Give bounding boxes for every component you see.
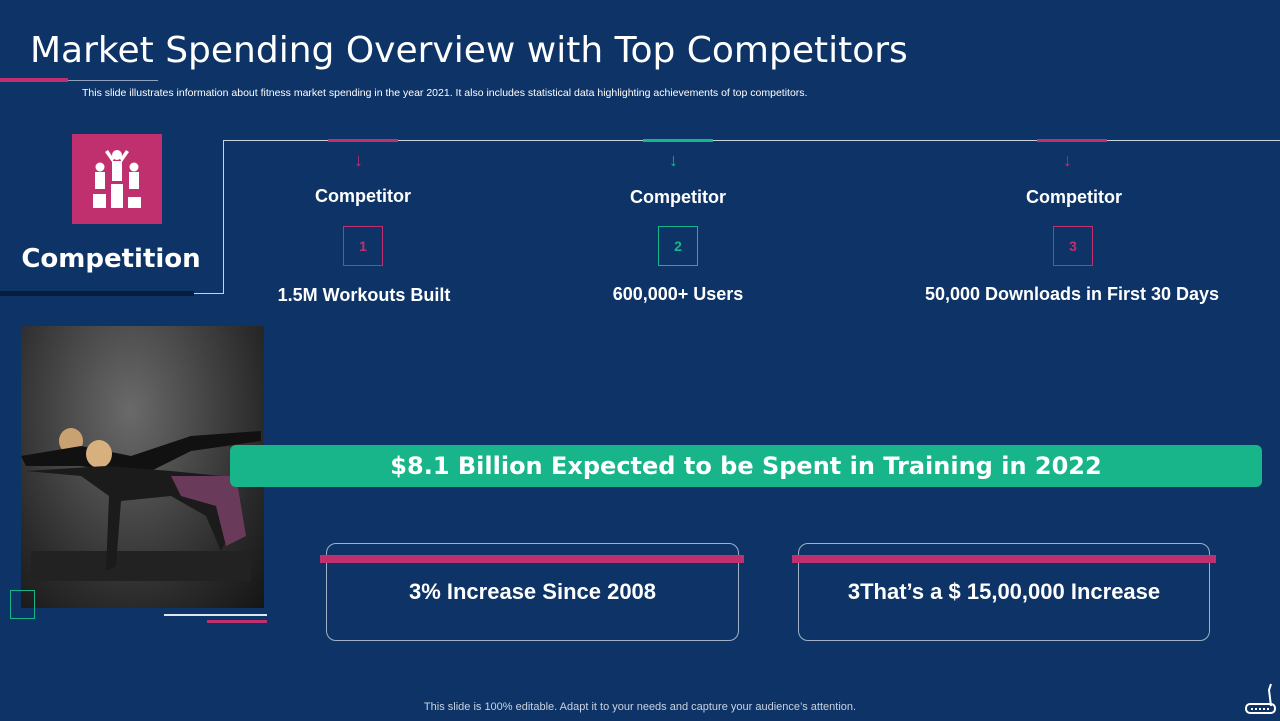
treadmill-icon [1243,680,1277,721]
footer-note: This slide is 100% editable. Adapt it to… [423,701,857,713]
page-title: Market Spending Overview with Top Compet… [30,30,908,71]
title-underline [68,80,158,81]
connector-line [223,140,224,294]
competitor-1-number: 1 [343,226,383,266]
competitor-3-accent [1037,139,1107,142]
section-underline [0,291,194,296]
arrow-down-icon: ↓ [1063,150,1072,170]
box-2-accent [792,555,1216,563]
competitor-1-accent [328,139,398,142]
box-1-accent [320,555,744,563]
competitor-3-stat: 50,000 Downloads in First 30 Days [924,284,1220,304]
subtitle: This slide illustrates information about… [82,87,808,99]
fitness-photo [21,326,264,608]
increase-box-2: 3That’s a $ 15,00,000 Increase [798,543,1210,641]
arrow-down-icon: ↓ [354,150,363,170]
connector-line [223,140,1280,141]
competitor-2-stat: 600,000+ Users [612,284,744,304]
competitor-2-label: Competitor [630,187,726,207]
competitor-3-number: 3 [1053,226,1093,266]
competitor-1-label: Competitor [315,186,411,206]
competitor-2-number: 2 [658,226,698,266]
competitor-1-stat: 1.5M Workouts Built [277,285,451,305]
title-underline-accent [0,78,68,82]
podium-icon [72,134,162,224]
connector-line [194,293,224,294]
spending-banner: $8.1 Billion Expected to be Spent in Tra… [230,445,1262,487]
competitor-2-accent [643,139,713,142]
decorative-line [207,620,267,623]
decorative-line [164,614,267,616]
competitor-3-label: Competitor [1026,187,1122,207]
section-label: Competition [21,244,201,274]
arrow-down-icon: ↓ [669,150,678,170]
decorative-square [10,590,35,619]
increase-box-1: 3% Increase Since 2008 [326,543,739,641]
